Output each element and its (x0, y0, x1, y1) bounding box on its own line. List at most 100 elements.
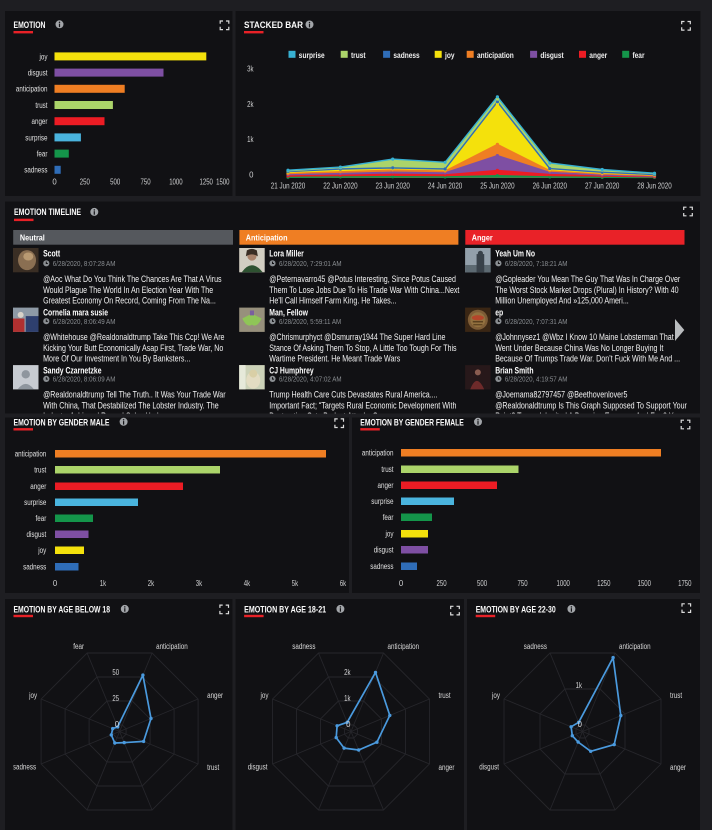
svg-text:@Realdonaldtrump Tell The Trut: @Realdonaldtrump Tell The Truth.. It Was… (43, 390, 226, 400)
svg-text:27 Jun 2020: 27 Jun 2020 (585, 181, 620, 190)
svg-text:joy: joy (260, 691, 269, 700)
svg-text:Million Unemployed And »125,00: Million Unemployed And »125,000 Ameri... (495, 296, 629, 306)
svg-text:disgust: disgust (479, 763, 499, 772)
svg-text:Yeah Um No: Yeah Um No (495, 248, 535, 258)
svg-text:26 Jun 2020: 26 Jun 2020 (533, 181, 568, 190)
svg-text:surprise: surprise (371, 497, 394, 506)
svg-text:Point? Trump Inherited A Boomi: Point? Trump Inherited A Booming Economy… (495, 411, 687, 421)
svg-text:He'll Call Himself Farm King.: He'll Call Himself Farm King. He Takes..… (269, 296, 396, 306)
svg-text:21 Jun 2020: 21 Jun 2020 (271, 181, 306, 190)
svg-text:0: 0 (53, 579, 58, 588)
svg-text:6k: 6k (340, 579, 346, 588)
svg-text:1k: 1k (100, 579, 106, 588)
svg-text:1k: 1k (576, 681, 582, 690)
svg-text:Scott: Scott (43, 248, 60, 258)
svg-text:sadness: sadness (524, 642, 547, 651)
svg-text:Kicking Your Butt Economically: Kicking Your Butt Economically Asap Firs… (43, 343, 223, 353)
svg-text:Brian Smith: Brian Smith (495, 365, 533, 375)
svg-text:1k: 1k (344, 694, 350, 703)
svg-text:3k: 3k (247, 65, 253, 74)
svg-text:anger: anger (207, 691, 223, 700)
svg-text:anticipation: anticipation (362, 449, 394, 458)
svg-text:Industry Achieved Record Sales: Industry Achieved Record Sales Unde (43, 411, 162, 421)
svg-text:3k: 3k (196, 579, 202, 588)
svg-text:anticipation: anticipation (619, 642, 651, 651)
svg-text:Anticipation: Anticipation (246, 233, 288, 243)
svg-text:EMOTION: EMOTION (14, 20, 46, 30)
svg-text:trust: trust (351, 51, 366, 60)
svg-text:2k: 2k (148, 579, 154, 588)
svg-text:anticipation: anticipation (16, 85, 48, 94)
svg-text:0: 0 (249, 170, 254, 179)
svg-text:fear: fear (73, 642, 84, 651)
svg-text:750: 750 (141, 178, 152, 187)
svg-text:anger: anger (670, 763, 686, 772)
svg-text:disgust: disgust (28, 69, 48, 78)
svg-text:EMOTION BY AGE BELOW 18: EMOTION BY AGE BELOW 18 (14, 605, 111, 615)
svg-text:50: 50 (112, 668, 119, 677)
svg-text:@Chrismurphyct @Dsmurray1944 T: @Chrismurphyct @Dsmurray1944 The Super H… (269, 332, 445, 342)
svg-text:4k: 4k (244, 579, 250, 588)
svg-text:250: 250 (80, 178, 91, 187)
svg-text:1000: 1000 (557, 579, 571, 588)
svg-text:23 Jun 2020: 23 Jun 2020 (376, 181, 411, 190)
svg-text:@Peternavarro45 @Potus Interes: @Peternavarro45 @Potus Interesting, Sinc… (269, 274, 456, 284)
svg-text:fear: fear (383, 513, 394, 522)
svg-text:Neutral: Neutral (20, 233, 45, 243)
svg-text:Destructive Cuts Budget Attack: Destructive Cuts Budget Attacks Commun (269, 411, 401, 421)
svg-text:6/28/2020, 8:07:28 AM: 6/28/2020, 8:07:28 AM (53, 259, 116, 268)
svg-text:EMOTION TIMELINE: EMOTION TIMELINE (14, 207, 81, 217)
svg-text:sadness: sadness (393, 51, 420, 60)
svg-text:@Joemama82797457 @Beethovenlov: @Joemama82797457 @Beethovenlover5 (495, 390, 627, 400)
svg-text:0: 0 (115, 720, 120, 729)
svg-text:anger: anger (30, 482, 46, 491)
svg-text:anticipation: anticipation (156, 642, 188, 651)
svg-text:6/28/2020, 8:06:09 AM: 6/28/2020, 8:06:09 AM (53, 375, 116, 384)
svg-text:With China, That Destabilized: With China, That Destabilized The Lobste… (43, 400, 219, 410)
svg-text:The Worst Stock Market Drops (: The Worst Stock Market Drops (Plural) In… (495, 285, 678, 295)
svg-text:EMOTION BY GENDER MALE: EMOTION BY GENDER MALE (14, 417, 110, 427)
svg-text:250: 250 (437, 579, 448, 588)
svg-text:6/28/2020, 4:19:57 AM: 6/28/2020, 4:19:57 AM (505, 375, 568, 384)
svg-text:disgust: disgust (540, 51, 564, 60)
svg-text:trust: trust (35, 101, 48, 110)
svg-text:STACKED BAR: STACKED BAR (244, 20, 304, 30)
svg-text:sadness: sadness (24, 166, 47, 175)
svg-text:joy: joy (385, 530, 394, 539)
svg-text:trust: trust (34, 466, 47, 475)
svg-text:6/28/2020, 7:29:01 AM: 6/28/2020, 7:29:01 AM (279, 259, 342, 268)
svg-text:Greatest Economy On Record, Co: Greatest Economy On Record, Coming From … (43, 296, 216, 306)
svg-text:trust: trust (439, 691, 452, 700)
svg-text:anger: anger (378, 481, 394, 490)
svg-text:disgust: disgust (27, 530, 47, 539)
svg-text:ep: ep (495, 308, 503, 318)
svg-text:joy: joy (38, 546, 47, 555)
svg-text:Lora Miller: Lora Miller (269, 248, 304, 258)
svg-text:6/28/2020, 8:06:49 AM: 6/28/2020, 8:06:49 AM (53, 317, 116, 326)
svg-text:Them To Lose Jobs Due To His T: Them To Lose Jobs Due To His Trade War W… (269, 285, 460, 295)
svg-text:Important Fact; “Targets Rural: Important Fact; “Targets Rural Economic … (269, 400, 456, 410)
svg-text:1250: 1250 (597, 579, 611, 588)
svg-text:1500: 1500 (216, 178, 230, 187)
svg-text:Because Of Trumps Trade War. D: Because Of Trumps Trade War. Don’t Fuck … (495, 354, 680, 364)
svg-text:disgust: disgust (248, 763, 268, 772)
svg-text:sadness: sadness (23, 563, 46, 572)
svg-text:surprise: surprise (299, 51, 325, 60)
svg-text:sadness: sadness (370, 562, 393, 571)
svg-text:Went Under Because China Was N: Went Under Because China Was No Longer B… (495, 343, 664, 353)
svg-text:Sandy Czarnetzke: Sandy Czarnetzke (43, 365, 101, 375)
svg-text:25 Jun 2020: 25 Jun 2020 (480, 181, 515, 190)
svg-text:anger: anger (439, 763, 455, 772)
svg-text:anger: anger (589, 51, 607, 60)
svg-text:0: 0 (399, 579, 404, 588)
svg-text:joy: joy (491, 691, 500, 700)
svg-text:joy: joy (28, 691, 37, 700)
svg-text:Would Plague The World In An E: Would Plague The World In An Election Ye… (43, 285, 213, 295)
svg-text:0: 0 (52, 178, 57, 187)
svg-text:2k: 2k (344, 668, 350, 677)
svg-text:trust: trust (207, 763, 220, 772)
svg-text:1k: 1k (247, 135, 253, 144)
svg-text:@Johnnysez1 @Wbz I Know 10 Mai: @Johnnysez1 @Wbz I Know 10 Maine Lobster… (495, 332, 674, 342)
svg-text:EMOTION BY AGE 22-30: EMOTION BY AGE 22-30 (476, 605, 556, 615)
svg-text:@Realdonaldtrump Is This Graph: @Realdonaldtrump Is This Graph Supposed … (495, 400, 687, 410)
